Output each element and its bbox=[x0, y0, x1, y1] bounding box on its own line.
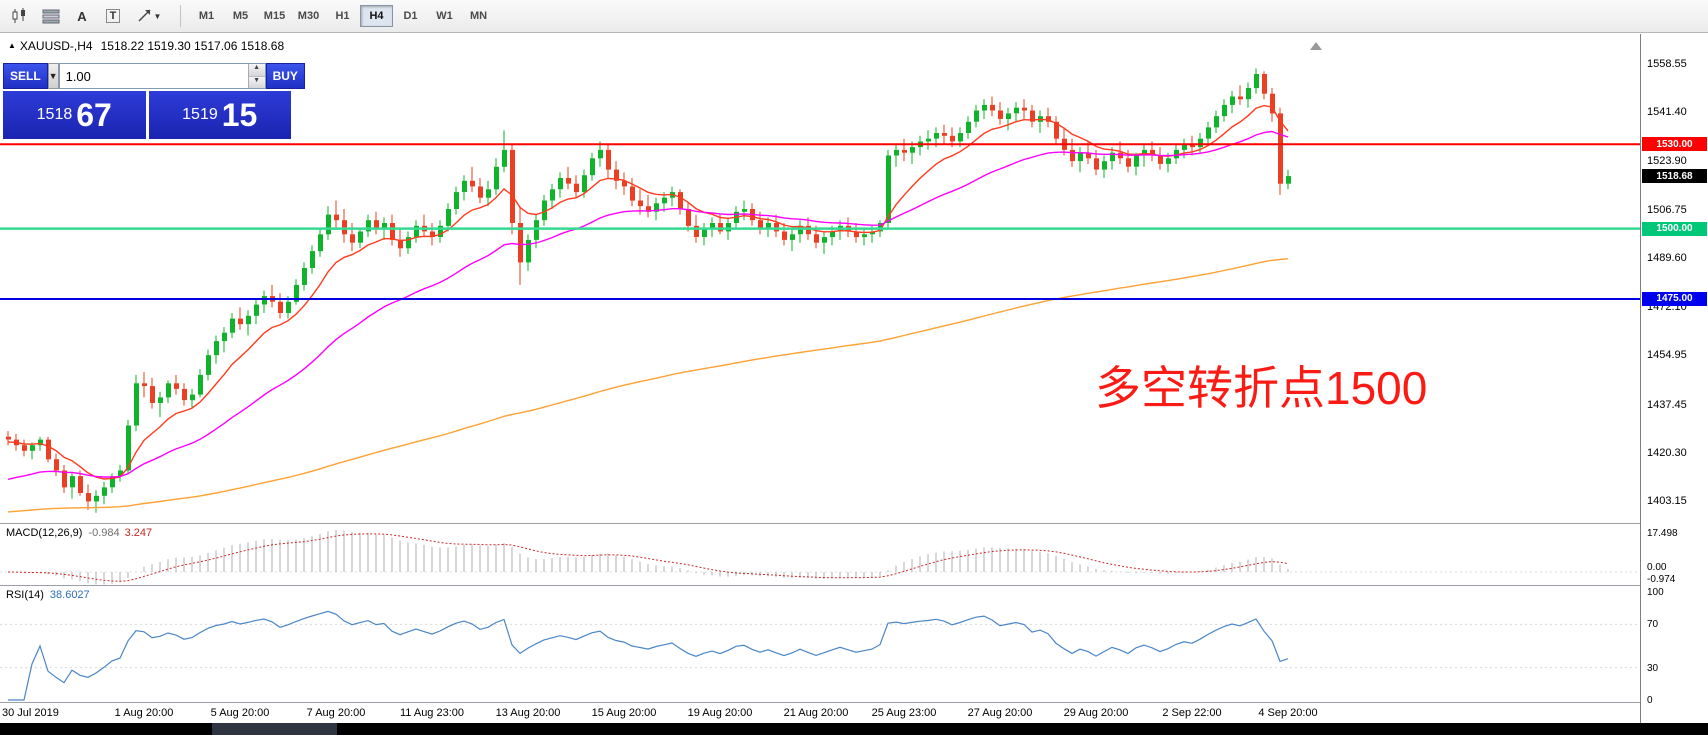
time-label: 30 Jul 2019 bbox=[2, 707, 59, 719]
rsi-axis-label: 0 bbox=[1647, 695, 1653, 706]
sell-price-big: 67 bbox=[76, 97, 112, 133]
volume-increase-button[interactable]: ▲ bbox=[248, 64, 265, 77]
symbol-info: ▲ XAUUSD-,H4 1518.22 1519.30 1517.06 1518.… bbox=[8, 39, 284, 53]
buy-price-small: 1519 bbox=[182, 106, 218, 123]
text-box-icon[interactable]: T bbox=[99, 3, 127, 29]
timeframe-h4[interactable]: H4 bbox=[360, 5, 393, 27]
rsi-axis-label: 30 bbox=[1647, 662, 1659, 674]
sell-price-small: 1518 bbox=[36, 106, 73, 123]
macd-signal-value: 3.247 bbox=[124, 527, 153, 539]
rsi-axis-label: 70 bbox=[1647, 619, 1659, 631]
price-badge: 1518.68 bbox=[1642, 169, 1707, 184]
buy-price-big: 15 bbox=[221, 97, 258, 133]
timeframe-m1[interactable]: M1 bbox=[190, 5, 223, 27]
indicator-list-icon[interactable] bbox=[37, 3, 65, 29]
panel-divider[interactable] bbox=[0, 523, 1708, 524]
time-label: 21 Aug 20:00 bbox=[783, 707, 849, 719]
time-label: 11 Aug 23:00 bbox=[399, 707, 465, 719]
timeframe-m5[interactable]: M5 bbox=[224, 5, 257, 27]
rsi-canvas[interactable] bbox=[0, 586, 1640, 702]
macd-label: MACD(12,26,9) -0.984 3.247 bbox=[6, 527, 153, 539]
panel-divider[interactable] bbox=[0, 585, 1708, 586]
chart-annotation: 多空转折点1500 bbox=[1095, 362, 1428, 414]
time-label: 27 Aug 20:00 bbox=[967, 707, 1033, 719]
time-label: 2 Sep 22:00 bbox=[1162, 707, 1222, 719]
price-tick: 1454.95 bbox=[1647, 349, 1687, 362]
price-axis[interactable]: 1558.55 1541.40 1523.90 1506.75 1489.60 1472.… bbox=[1640, 34, 1708, 723]
timeframe-d1[interactable]: D1 bbox=[394, 5, 427, 27]
candlestick-chart-icon[interactable] bbox=[6, 3, 34, 29]
price-badge: 1500.00 bbox=[1642, 221, 1707, 236]
crosshair-tool-icon[interactable]: ▼ bbox=[130, 3, 168, 29]
volume-decrease-button[interactable]: ▼ bbox=[248, 76, 265, 88]
time-label: 15 Aug 20:00 bbox=[591, 707, 657, 719]
macd-axis-label: 0.00 bbox=[1647, 562, 1667, 573]
time-label: 4 Sep 20:00 bbox=[1258, 707, 1318, 719]
timeframe-m15[interactable]: M15 bbox=[258, 5, 291, 27]
rsi-label: RSI(14) 38.6027 bbox=[6, 589, 90, 601]
time-label: 13 Aug 20:00 bbox=[495, 707, 561, 719]
price-tick: 1558.55 bbox=[1647, 58, 1687, 70]
time-label: 29 Aug 20:00 bbox=[1063, 707, 1129, 719]
price-badge: 1475.00 bbox=[1642, 291, 1707, 306]
text-annotation-icon[interactable]: A bbox=[68, 3, 96, 29]
bottom-bar-segment bbox=[212, 723, 337, 735]
macd-axis-label: -0.974 bbox=[1647, 574, 1676, 585]
time-label: 1 Aug 20:00 bbox=[114, 707, 174, 719]
volume-stepper: ▲ ▼ bbox=[247, 64, 265, 88]
buy-price-panel[interactable]: 1519 15 bbox=[148, 91, 291, 139]
timeframe-mn[interactable]: MN bbox=[462, 5, 495, 27]
time-label: 7 Aug 20:00 bbox=[306, 707, 366, 719]
sell-button[interactable]: SELL bbox=[3, 63, 48, 89]
volume-input[interactable] bbox=[59, 64, 248, 88]
letter-a-glyph: A bbox=[77, 8, 87, 24]
rsi-panel[interactable]: RSI(14) 38.6027 bbox=[0, 586, 1640, 702]
volume-dropdown[interactable]: ▼ bbox=[47, 63, 59, 89]
price-tick: 1403.15 bbox=[1647, 495, 1687, 507]
time-label: 19 Aug 20:00 bbox=[687, 707, 753, 719]
macd-panel[interactable]: MACD(12,26,9) -0.984 3.247 bbox=[0, 524, 1640, 585]
ohlc-values: 1518.22 1519.30 1517.06 1518.68 bbox=[100, 39, 285, 53]
price-badge: 1530.00 bbox=[1642, 137, 1707, 152]
buy-button[interactable]: BUY bbox=[265, 63, 305, 89]
one-click-trading-panel: SELL ▼ ▲ ▼ BUY 1518 67 1519 bbox=[3, 63, 305, 139]
price-tick: 1420.30 bbox=[1647, 446, 1687, 459]
timeframe-m30[interactable]: M30 bbox=[292, 5, 325, 27]
toolbar: A T ▼ M1 M5 M15 M30 H1 H4 D1 W1 MN bbox=[0, 0, 1708, 33]
rsi-value: 38.6027 bbox=[49, 589, 90, 601]
timeframe-w1[interactable]: W1 bbox=[428, 5, 461, 27]
timeframe-h1[interactable]: H1 bbox=[326, 5, 359, 27]
chevron-down-icon: ▼ bbox=[48, 71, 58, 81]
symbol-name: XAUUSD-,H4 bbox=[19, 39, 93, 53]
letter-t-glyph: T bbox=[105, 9, 121, 23]
price-tick: 1506.75 bbox=[1647, 203, 1687, 216]
price-tick: 1489.60 bbox=[1647, 251, 1687, 264]
price-chart-canvas[interactable] bbox=[0, 34, 1640, 523]
macd-main-value: -0.984 bbox=[88, 527, 120, 539]
price-tick: 1541.40 bbox=[1647, 106, 1687, 119]
sell-price-panel[interactable]: 1518 67 bbox=[3, 91, 146, 139]
price-tick: 1437.45 bbox=[1647, 398, 1687, 411]
macd-axis-label: 17.498 bbox=[1647, 528, 1678, 539]
time-axis[interactable]: 30 Jul 2019 1 Aug 20:00 5 Aug 20:00 7 Aug 2… bbox=[0, 703, 1640, 723]
price-chart-panel[interactable]: ▲ XAUUSD-,H4 1518.22 1519.30 1517.06 1518.… bbox=[0, 34, 1640, 523]
price-tick: 1523.90 bbox=[1647, 155, 1687, 168]
collapse-triangle-icon[interactable]: ▲ bbox=[8, 41, 16, 50]
bottom-bar bbox=[0, 723, 1708, 735]
toolbar-separator bbox=[180, 5, 181, 27]
chevron-down-icon: ▼ bbox=[153, 11, 162, 21]
macd-canvas[interactable] bbox=[0, 524, 1640, 585]
rsi-axis-label: 100 bbox=[1647, 587, 1664, 598]
time-label: 5 Aug 20:00 bbox=[210, 707, 270, 719]
panel-divider[interactable] bbox=[0, 702, 1708, 703]
time-label: 25 Aug 23:00 bbox=[871, 707, 937, 719]
